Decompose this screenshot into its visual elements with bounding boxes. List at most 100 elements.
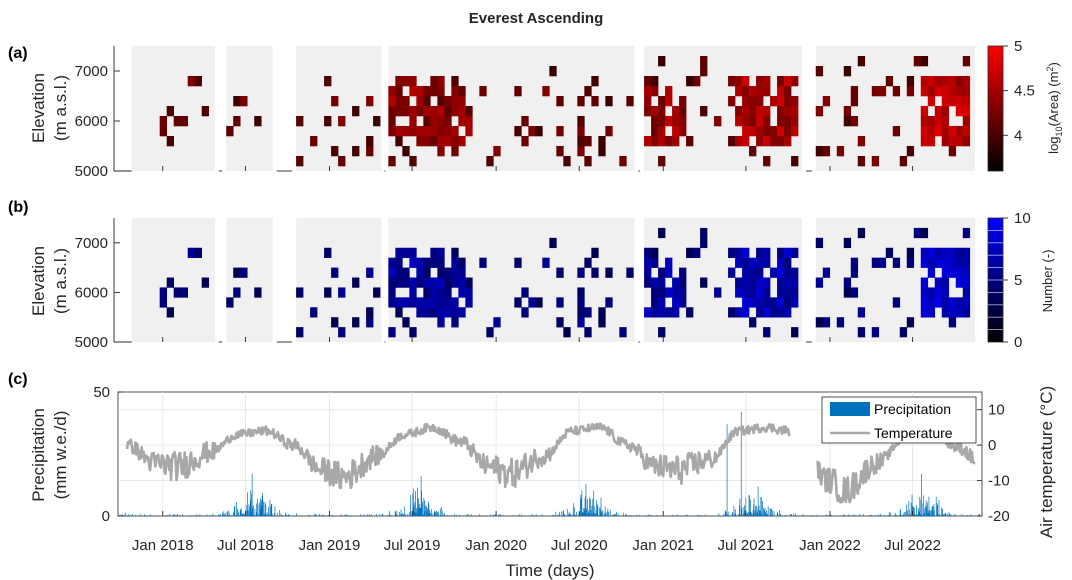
heatmap-cell [857,156,866,167]
heatmap-cell [927,76,936,87]
heatmap-cell [187,76,195,87]
precip-bar [438,512,439,516]
heatmap-cell [948,96,957,107]
heatmap-cell [871,86,880,97]
heatmap-cell [324,76,332,87]
precip-bar [318,513,320,516]
precip-bar [270,504,272,516]
heatmap-cell [577,136,585,147]
precip-bar [388,515,390,516]
precip-bar [435,511,437,516]
heatmap-cell [437,146,445,157]
x-tick-label: Jan 2019 [299,537,361,554]
precip-bar [169,514,170,516]
precip-bar [389,514,391,516]
precip-bar [157,515,158,516]
precip-bar [954,514,955,516]
precip-bar [913,507,915,516]
precip-bar [249,500,251,516]
precip-bar [559,511,560,516]
precip-bar [766,510,767,516]
precip-bar [589,497,590,516]
precip-bar [414,502,416,516]
precip-bar [396,510,398,516]
heatmap-cell [822,267,831,278]
heatmap-cell [584,307,592,318]
heatmap-cell [791,327,799,338]
precip-bar [270,515,271,516]
x-tick-label: Jan 2022 [799,537,861,554]
precip-bar [754,510,756,516]
precip-bar [747,512,749,516]
heatmap-cell [451,277,459,288]
precip-bar [255,512,257,516]
precip-bar [132,514,133,516]
heatmap-cell [934,287,943,298]
x-tick-label: Jul 2019 [384,537,441,554]
precip-bar [734,509,736,516]
heatmap-cell [777,247,785,258]
precip-bar [424,500,426,516]
precip-bar [459,514,460,516]
precip-bar [727,514,728,516]
heatmap-cell [430,126,438,137]
heatmap-cell [556,96,564,107]
heatmap-cell [430,287,438,298]
heatmap-cell [437,287,445,298]
heatmap-cell [444,126,452,137]
precip-bar [619,515,621,516]
heatmap-cell [955,307,964,318]
heatmap-cell [679,106,687,117]
panel-b-label: (b) [8,199,28,216]
precip-bar [176,515,178,516]
heatmap-cell [619,156,627,167]
precip-bar [360,514,362,516]
heatmap-cell [927,136,936,147]
precip-bar [407,513,409,516]
precip-bar [251,473,253,516]
heatmap-cell [388,297,396,308]
heatmap-cell [735,116,743,127]
precip-bar [173,514,174,516]
precip-bar [345,514,347,516]
heatmap-cell [906,247,915,258]
precip-bar [258,514,259,516]
colorbar-tick-label: 4 [1014,127,1022,144]
heatmap-cell [815,146,824,157]
precip-bar [288,514,290,516]
precip-bar [553,514,554,516]
panel-b-colorbar-label: Number (-) [1040,250,1055,313]
precip-bar [596,500,597,516]
heatmap-cell [416,96,424,107]
heatmap-cell [941,136,950,147]
heatmap-cell [651,76,659,87]
y-tick-left-label: 50 [93,384,110,401]
precip-bar [481,515,482,516]
precip-bar [236,502,237,516]
precip-bar [736,515,738,516]
precip-bar [226,511,228,516]
precip-bar [765,513,767,516]
heatmap-cell [338,156,346,167]
precip-bar [946,513,948,516]
precip-bar [907,510,908,516]
precip-bar [776,512,778,516]
precip-bar [920,514,922,516]
precip-bar [761,514,763,516]
heatmap-cell [465,297,473,308]
precip-bar [978,514,980,516]
heatmap-cell [465,106,473,117]
precip-bar [447,514,448,516]
heatmap-cell [777,76,785,87]
precip-bar [931,506,933,516]
precip-bar [245,505,247,516]
heatmap-cell [577,287,585,298]
heatmap-cell [430,257,438,268]
precip-bar [592,514,593,516]
precip-bar [921,473,922,516]
panel-b-colorbar-stripes [988,229,1003,331]
precip-bar [896,514,897,516]
precip-bar [685,514,687,516]
precip-bar [613,514,615,516]
heatmap-cell [906,317,915,328]
